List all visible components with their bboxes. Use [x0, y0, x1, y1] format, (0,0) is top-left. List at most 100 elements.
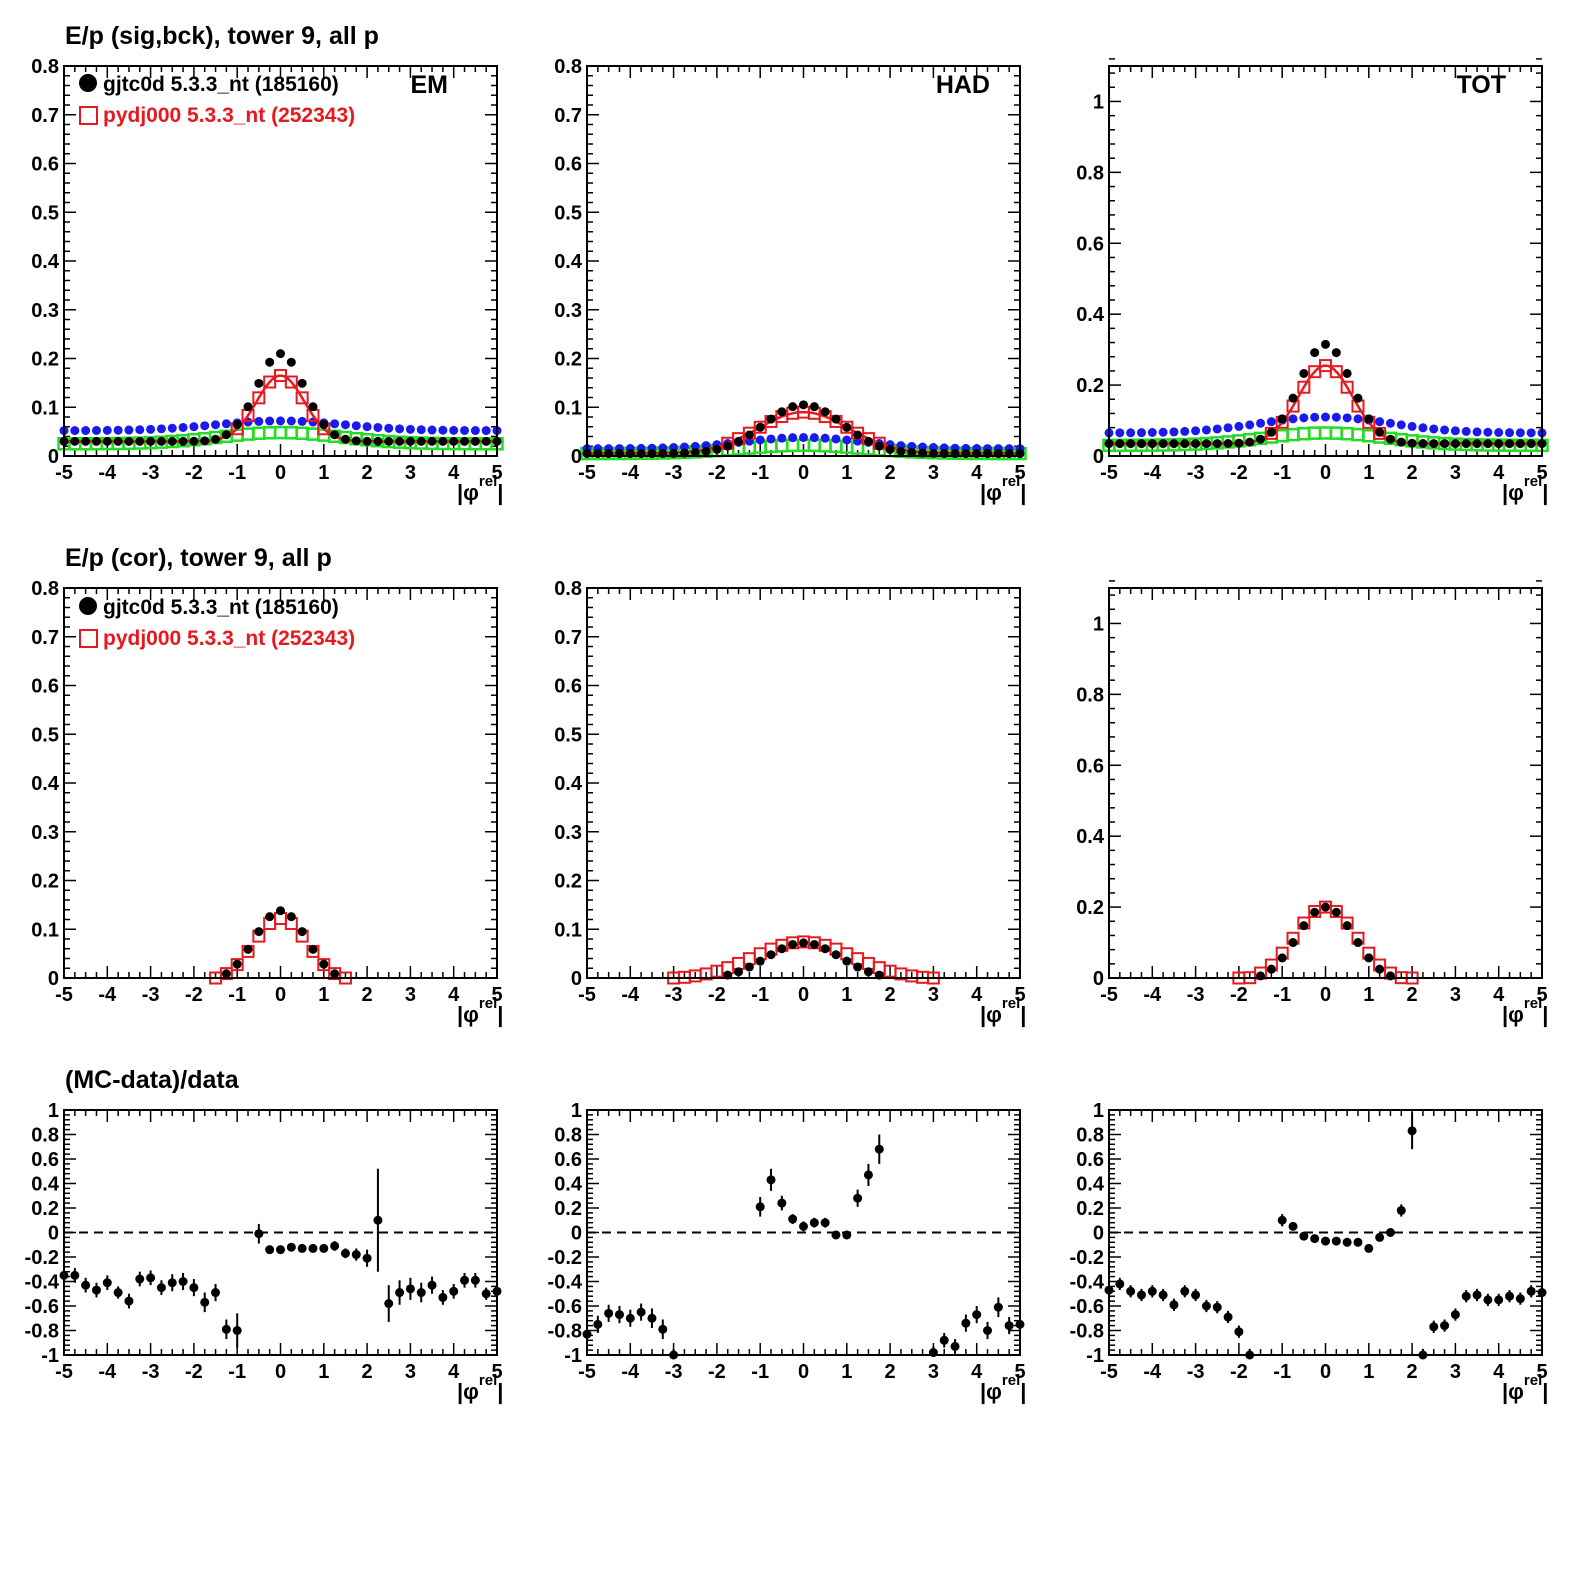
x-tick-label: -4: [98, 1361, 117, 1383]
x-tick-label: -2: [1230, 1361, 1248, 1383]
ratio-point: [102, 1278, 112, 1288]
data-point: [853, 430, 863, 440]
data-point: [842, 956, 852, 966]
data-point: [1266, 427, 1276, 437]
ratio-point: [658, 1324, 668, 1334]
background-data-point: [1223, 423, 1233, 433]
data-point: [690, 448, 700, 458]
data-point: [102, 436, 112, 446]
y-tick-label: 0.8: [554, 56, 582, 78]
x-tick-label: 1: [1363, 1361, 1374, 1383]
background-data-point: [221, 419, 231, 429]
ratio-point: [939, 1335, 949, 1345]
data-point: [885, 444, 895, 454]
data-point: [1201, 439, 1211, 449]
data-point: [438, 436, 448, 446]
data-point: [362, 436, 372, 446]
ratio-point: [777, 1198, 787, 1208]
data-point: [330, 430, 340, 440]
background-data-point: [405, 424, 415, 434]
y-tick-label: 0.2: [554, 349, 582, 371]
background-data-point: [1136, 428, 1146, 438]
background-data-point: [438, 425, 448, 435]
x-tick-label: -1: [228, 462, 246, 484]
y-tick-label: 0.7: [31, 105, 59, 127]
data-point: [1407, 438, 1417, 448]
y-tick-label: 0.6: [1076, 233, 1104, 255]
data-point: [1158, 439, 1168, 449]
ratio-point: [1234, 1327, 1244, 1337]
x-tick-label: 3: [405, 462, 416, 484]
background-data-point: [1396, 420, 1406, 430]
panel-ratio-had: -5 -4 -3 -2 -1 0 1 2 3 4 5-1-0.8-0.6-0.4-0.200.20.…: [548, 1100, 1027, 1404]
y-tick-label: 0: [1093, 968, 1104, 990]
data-point: [243, 944, 253, 954]
x-tick-label: -4: [1143, 462, 1162, 484]
y-tick-label: -0.2: [548, 1247, 582, 1269]
x-tick-label: -2: [185, 1361, 203, 1383]
y-tick-label: 0.2: [31, 871, 59, 893]
ratio-point: [1494, 1295, 1504, 1305]
background-mc-point: [273, 425, 288, 440]
background-data-point: [91, 425, 101, 435]
ratio-point: [1440, 1321, 1450, 1331]
ratio-point: [427, 1280, 437, 1290]
legend-marker-data: [79, 597, 97, 615]
data-point: [1136, 439, 1146, 449]
data-point: [809, 939, 819, 949]
data-point: [395, 436, 405, 446]
data-point: [319, 959, 329, 969]
y-tick-label: 0.1: [31, 397, 59, 419]
background-data-point: [1115, 428, 1125, 438]
data-point: [853, 962, 863, 972]
x-tick-label: 2: [1407, 462, 1418, 484]
ratio-point: [1212, 1302, 1222, 1312]
x-tick-label: 4: [448, 1361, 460, 1383]
data-point: [744, 430, 754, 440]
y-tick-label: -1: [1086, 1345, 1104, 1367]
data-point: [265, 912, 275, 922]
background-data-point: [1342, 413, 1352, 423]
x-tick-label: -3: [665, 984, 683, 1006]
background-data-point: [146, 424, 156, 434]
background-data-point: [1256, 418, 1266, 428]
data-point: [373, 436, 383, 446]
ratio-point: [1201, 1301, 1211, 1311]
x-tick-label: -4: [621, 984, 640, 1006]
ratio-point: [254, 1229, 264, 1239]
y-tick-label: 0: [48, 446, 59, 468]
y-tick-label: 0.8: [31, 56, 59, 78]
y-tick-label: 0.8: [1076, 1125, 1104, 1147]
x-tick-label: 5: [1014, 1361, 1025, 1383]
x-tick-label: 0: [1320, 462, 1331, 484]
ratio-point: [1375, 1232, 1385, 1242]
ratio-point: [853, 1193, 863, 1203]
x-axis-label: |φrel|: [1502, 995, 1548, 1027]
x-tick-label: 5: [1536, 1361, 1547, 1383]
ratio-point: [1526, 1286, 1536, 1296]
ratio-point: [1429, 1322, 1439, 1332]
background-data-point: [156, 424, 166, 434]
ratio-point: [755, 1202, 765, 1212]
background-data-point: [81, 426, 91, 436]
data-point: [405, 436, 415, 446]
background-data-point: [1212, 424, 1222, 434]
ratio-point: [124, 1296, 134, 1306]
data-point: [1342, 921, 1352, 931]
data-point: [1331, 907, 1341, 917]
data-point: [1256, 971, 1266, 981]
x-tick-label: 3: [405, 984, 416, 1006]
y-tick-label: 0.6: [31, 1149, 59, 1171]
ratio-point: [232, 1326, 242, 1335]
background-data-point: [1461, 426, 1471, 436]
mc-point: [742, 952, 756, 966]
data-point: [1288, 938, 1298, 948]
data-point: [1364, 953, 1374, 963]
ratio-point: [330, 1241, 340, 1251]
legend-label-mc: pydj000 5.3.3_nt (252343): [103, 104, 355, 127]
background-data-point: [1201, 425, 1211, 435]
data-point: [820, 944, 830, 954]
y-tick-label: 0.1: [554, 919, 582, 941]
y-tick-label: 0.2: [1076, 897, 1104, 919]
